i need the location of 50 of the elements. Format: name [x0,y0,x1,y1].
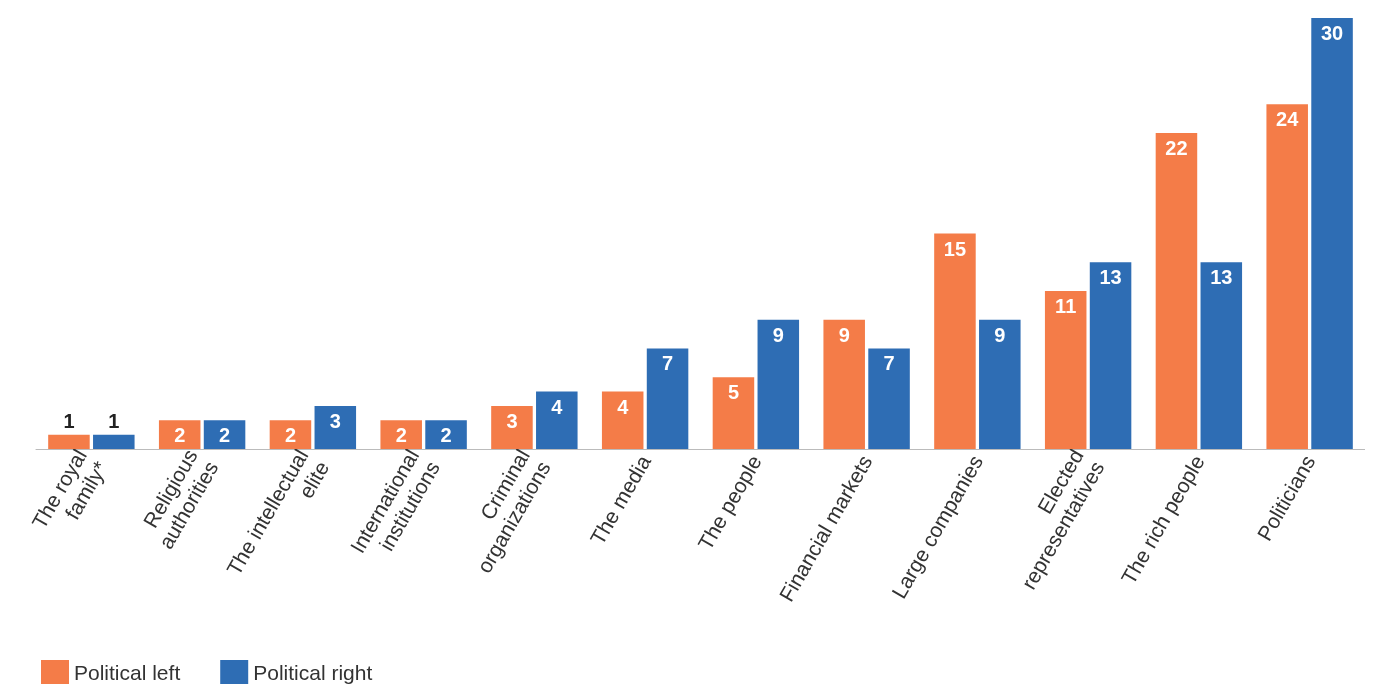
bar [1200,262,1243,449]
data-label: 3 [329,409,341,432]
bar [380,420,422,449]
bar [868,348,910,449]
data-label: 13 [1210,266,1233,289]
data-label: 4 [551,395,564,418]
bar [314,405,357,449]
bar [979,319,1021,449]
bar [203,420,246,449]
data-label: 9 [772,323,784,346]
bar [1311,18,1353,449]
data-label: 2 [440,424,452,447]
data-label: 3 [506,409,518,432]
bar [425,420,467,449]
legend-label: Political right [253,660,373,684]
data-label: 7 [883,352,895,375]
data-label: 5 [727,381,740,404]
data-label: 22 [1165,136,1188,159]
bar [823,319,865,449]
bar [536,391,578,449]
data-label: 2 [284,424,297,447]
data-label: 2 [395,424,407,447]
data-label: 2 [174,424,186,447]
data-label: 13 [1099,266,1122,289]
data-label: 1 [108,409,120,432]
data-label: 11 [1055,294,1077,317]
bar [646,348,689,449]
legend-label: Political left [74,660,181,684]
bar [491,405,533,449]
bar [934,233,976,449]
bar [1044,290,1087,449]
data-label: 9 [994,323,1006,346]
data-label: 24 [1276,108,1300,131]
bar [1155,132,1198,449]
data-label: 15 [943,237,967,260]
bar [757,319,800,449]
bar [269,420,312,449]
data-label: 4 [617,395,630,418]
data-label: 2 [218,424,231,447]
bar [48,434,90,449]
data-label: 9 [838,323,850,346]
data-label: 30 [1320,22,1344,44]
bar [1089,262,1132,449]
bar [1266,104,1308,449]
bar [601,391,644,449]
data-label: 1 [63,409,75,432]
bar [93,434,135,449]
bar [712,377,755,449]
bar [158,420,201,449]
data-label: 7 [661,352,674,375]
